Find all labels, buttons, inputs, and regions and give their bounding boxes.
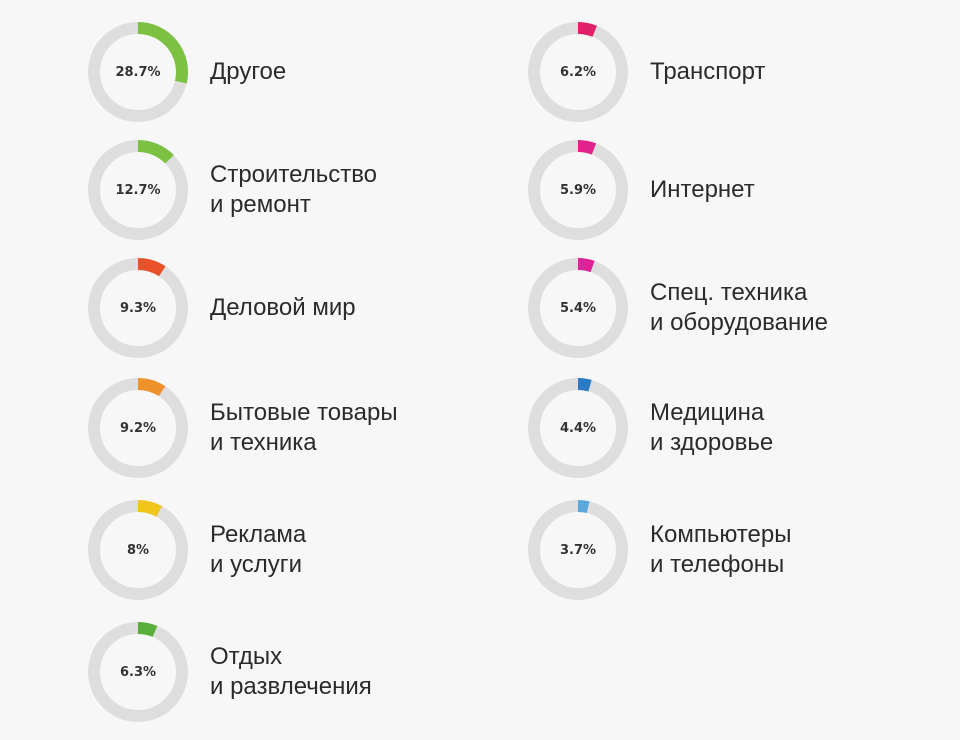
donut-svg bbox=[88, 378, 188, 478]
value-label: 6.2% bbox=[559, 64, 597, 80]
donut-svg bbox=[528, 258, 628, 358]
category-label: Бытовые товары и техника bbox=[210, 376, 398, 480]
donut-slice bbox=[577, 140, 597, 155]
donut-ring: 9.2% bbox=[86, 376, 190, 480]
category-label: Отдых и развлечения bbox=[210, 620, 372, 724]
value-label: 9.2% bbox=[119, 420, 157, 436]
category-label: Транспорт bbox=[650, 20, 765, 124]
value-label: 4.4% bbox=[559, 420, 597, 436]
value-label: 5.4% bbox=[559, 300, 597, 316]
category-label-line: Деловой мир bbox=[210, 294, 356, 321]
category-label-line: Другое bbox=[210, 58, 287, 85]
category-label-line: Отдых bbox=[210, 643, 283, 670]
category-label: Строительство и ремонт bbox=[210, 138, 377, 242]
category-label-line: и оборудование bbox=[650, 309, 828, 336]
category-label-line: и телефоны bbox=[650, 551, 785, 578]
donut-slice bbox=[137, 621, 158, 638]
category-label-line: и техника bbox=[210, 429, 317, 456]
category-label-line: и здоровье bbox=[650, 429, 774, 456]
category-label: Деловой мир bbox=[210, 256, 356, 360]
donut-ring: 4.4% bbox=[526, 376, 630, 480]
category-label: Реклама и услуги bbox=[210, 498, 306, 602]
category-label: Компьютеры и телефоны bbox=[650, 498, 791, 602]
category-label-line: и услуги bbox=[210, 551, 302, 578]
donut-svg bbox=[88, 22, 188, 122]
category-label-line: Транспорт bbox=[650, 58, 766, 85]
donut-ring: 5.4% bbox=[526, 256, 630, 360]
category-label-line: Медицина bbox=[650, 399, 765, 426]
category-label-line: Бытовые товары bbox=[210, 399, 398, 426]
donut-ring: 6.2% bbox=[526, 20, 630, 124]
value-label: 9.3% bbox=[119, 300, 157, 316]
category-label-line: Спец. техника bbox=[650, 279, 808, 306]
donut-ring: 8% bbox=[86, 498, 190, 602]
donut-ring: 5.9% bbox=[526, 138, 630, 242]
donut-svg bbox=[528, 499, 628, 600]
donut-slice bbox=[577, 22, 597, 37]
category-label-line: и развлечения bbox=[210, 673, 372, 700]
value-label: 3.7% bbox=[559, 542, 597, 558]
value-label: 8% bbox=[126, 542, 150, 558]
donut-slice bbox=[137, 22, 188, 84]
donut-svg bbox=[528, 140, 628, 240]
donut-slice bbox=[577, 258, 595, 273]
category-label: Спец. техника и оборудование bbox=[650, 256, 828, 360]
donut-slice bbox=[137, 378, 166, 397]
donut-ring: 3.7% bbox=[526, 498, 630, 602]
donut-svg bbox=[88, 500, 188, 600]
category-label-line: Интернет bbox=[650, 176, 755, 203]
donut-svg bbox=[88, 621, 188, 722]
donut-svg bbox=[528, 378, 628, 478]
donut-ring: 28.7% bbox=[86, 20, 190, 124]
donut-slice bbox=[577, 378, 592, 392]
value-label: 12.7% bbox=[115, 182, 161, 198]
donut-ring: 12.7% bbox=[86, 138, 190, 242]
donut-slice bbox=[137, 258, 166, 277]
category-label: Другое bbox=[210, 20, 286, 124]
donut-svg bbox=[88, 258, 188, 358]
category-label: Медицина и здоровье bbox=[650, 376, 773, 480]
donut-slice bbox=[137, 500, 163, 517]
category-label-line: Компьютеры bbox=[650, 521, 792, 548]
donut-ring: 9.3% bbox=[86, 256, 190, 360]
category-label: Интернет bbox=[650, 138, 755, 242]
donut-slice bbox=[577, 499, 590, 514]
donut-svg bbox=[528, 22, 628, 122]
value-label: 6.3% bbox=[119, 664, 157, 680]
donut-svg bbox=[88, 140, 188, 240]
value-label: 5.9% bbox=[559, 182, 597, 198]
value-label: 28.7% bbox=[115, 64, 161, 80]
donut-slice bbox=[137, 140, 174, 164]
category-label-line: Реклама bbox=[210, 521, 307, 548]
category-label-line: и ремонт bbox=[210, 191, 311, 218]
donut-ring: 6.3% bbox=[86, 620, 190, 724]
category-label-line: Строительство bbox=[210, 161, 378, 188]
